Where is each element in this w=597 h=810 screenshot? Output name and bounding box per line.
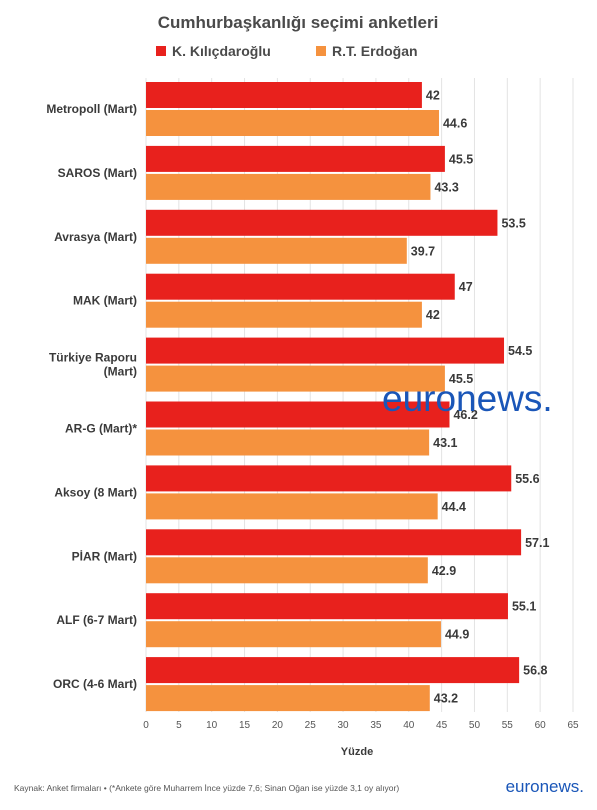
- value-label: 46.2: [453, 408, 477, 422]
- value-label: 54.5: [508, 344, 532, 358]
- legend-swatch-kilicdaroglu: [156, 46, 166, 56]
- x-tick-label: 50: [469, 720, 481, 731]
- x-tick-label: 10: [206, 720, 218, 731]
- x-axis-ticks: 0 5 10 15 20 25 30 35 40 45 50 55 60 65: [143, 720, 579, 731]
- bar-erdogan: [146, 557, 428, 584]
- x-tick-label: 0: [143, 720, 149, 731]
- value-labels: 4244.645.543.353.539.7474254.545.546.243…: [411, 89, 550, 706]
- bar-kilicdaroglu: [146, 657, 520, 684]
- x-tick-label: 5: [176, 720, 182, 731]
- value-label: 53.5: [501, 216, 525, 230]
- x-tick-label: 20: [272, 720, 284, 731]
- value-label: 44.9: [445, 628, 469, 642]
- source-note: Kaynak: Anket firmaları • (*Ankete göre …: [14, 783, 399, 793]
- value-label: 42: [426, 308, 440, 322]
- bar-erdogan: [146, 685, 430, 712]
- legend-label-erdogan: R.T. Erdoğan: [332, 43, 418, 59]
- bar-erdogan: [146, 237, 407, 264]
- category-label: MAK (Mart): [73, 294, 137, 308]
- bar-kilicdaroglu: [146, 529, 522, 556]
- value-label: 56.8: [523, 664, 547, 678]
- x-tick-label: 60: [535, 720, 547, 731]
- value-label: 45.5: [449, 152, 473, 166]
- x-tick-label: 65: [567, 720, 579, 731]
- category-label: PİAR (Mart): [72, 548, 137, 563]
- value-label: 42.9: [432, 564, 456, 578]
- x-tick-label: 55: [502, 720, 514, 731]
- x-tick-label: 15: [239, 720, 251, 731]
- category-labels: Metropoll (Mart) SAROS (Mart) Avrasya (Mar…: [46, 102, 137, 691]
- bar-kilicdaroglu: [146, 337, 505, 364]
- bar-erdogan: [146, 365, 445, 392]
- bar-kilicdaroglu: [146, 273, 455, 300]
- bars: [146, 82, 522, 712]
- x-tick-label: 40: [403, 720, 415, 731]
- value-label: 42: [426, 89, 440, 103]
- x-tick-label: 35: [370, 720, 382, 731]
- bar-kilicdaroglu: [146, 465, 512, 492]
- brand-logo: euronews.: [506, 777, 584, 796]
- value-label: 44.6: [443, 117, 467, 131]
- legend-swatch-erdogan: [316, 46, 326, 56]
- value-label: 45.5: [449, 372, 473, 386]
- value-label: 44.4: [442, 500, 466, 514]
- category-label: SAROS (Mart): [58, 166, 137, 180]
- x-tick-label: 25: [305, 720, 317, 731]
- bar-erdogan: [146, 621, 441, 648]
- x-tick-label: 45: [436, 720, 448, 731]
- value-label: 47: [459, 280, 473, 294]
- category-label: Aksoy (8 Mart): [54, 485, 137, 499]
- value-label: 43.2: [434, 692, 458, 706]
- legend-label-kilicdaroglu: K. Kılıçdaroğlu: [172, 43, 271, 59]
- x-tick-label: 30: [338, 720, 350, 731]
- bar-kilicdaroglu: [146, 82, 422, 108]
- category-label: ORC (4-6 Mart): [53, 677, 137, 691]
- bar-erdogan: [146, 110, 439, 136]
- watermark-logo: euronews.: [382, 378, 553, 419]
- category-label: Avrasya (Mart): [54, 230, 137, 244]
- value-label: 57.1: [525, 536, 549, 550]
- category-label: Türkiye Raporu (Mart): [49, 351, 137, 379]
- bar-kilicdaroglu: [146, 145, 445, 172]
- value-label: 39.7: [411, 244, 435, 258]
- bar-erdogan: [146, 493, 438, 520]
- value-label: 43.3: [434, 180, 458, 194]
- value-label: 43.1: [433, 436, 457, 450]
- value-label: 55.6: [515, 472, 539, 486]
- bar-erdogan: [146, 173, 431, 200]
- bar-kilicdaroglu: [146, 593, 508, 620]
- category-label: Metropoll (Mart): [46, 102, 137, 116]
- bar-kilicdaroglu: [146, 209, 498, 236]
- value-label: 55.1: [512, 600, 536, 614]
- bar-kilicdaroglu: [146, 401, 450, 428]
- chart-title: Cumhurbaşkanlığı seçimi anketleri: [158, 13, 439, 32]
- category-label: ALF (6-7 Mart): [56, 613, 137, 627]
- bar-erdogan: [146, 301, 422, 328]
- legend: K. Kılıçdaroğlu R.T. Erdoğan: [156, 43, 418, 59]
- category-label: AR-G (Mart)*: [65, 422, 137, 436]
- bar-erdogan: [146, 429, 430, 456]
- x-axis-title: Yüzde: [341, 746, 373, 758]
